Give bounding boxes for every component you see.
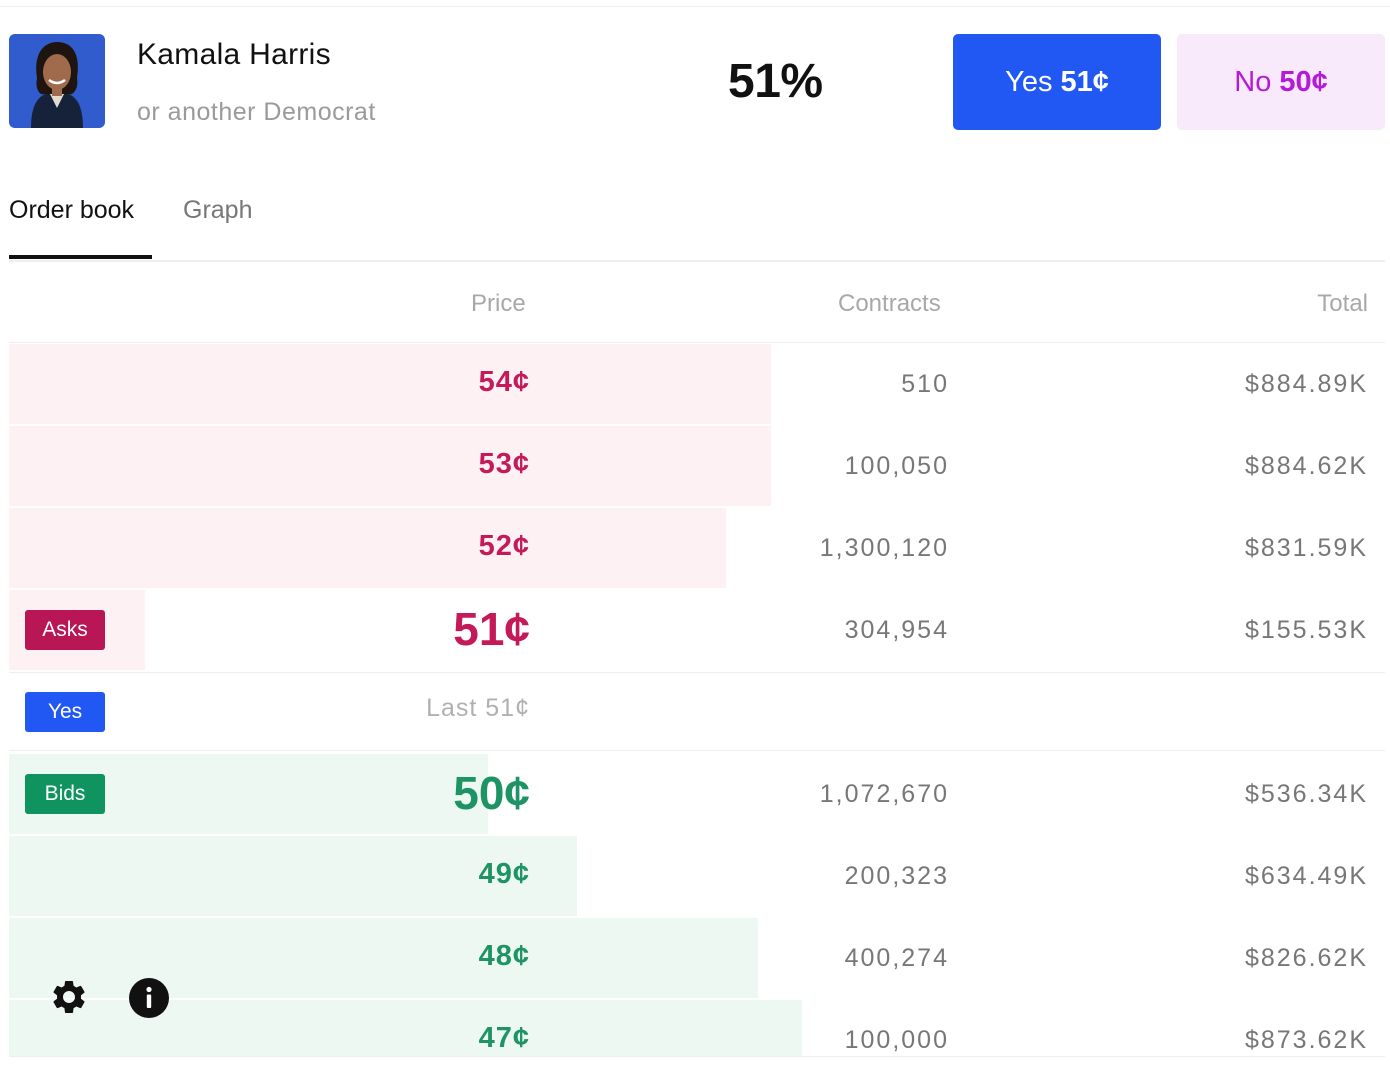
- bid-row[interactable]: 48¢ 400,274 $826.62K: [9, 918, 1385, 998]
- bid-price: 48¢: [478, 940, 530, 972]
- tab-order-book[interactable]: Order book: [9, 196, 135, 224]
- info-icon[interactable]: [129, 978, 169, 1018]
- bid-contracts: 1,072,670: [819, 780, 949, 808]
- tabs-divider: [9, 260, 1385, 262]
- best-bid-price: 50¢: [453, 767, 530, 819]
- bid-total: $536.34K: [1244, 780, 1368, 808]
- yes-button-price: 51¢: [1060, 65, 1109, 98]
- bid-price: 49¢: [478, 858, 530, 890]
- ask-row[interactable]: 53¢ 100,050 $884.62K: [9, 426, 1385, 506]
- ask-depth-bar: [9, 508, 726, 588]
- ask-depth-bar: [9, 344, 771, 424]
- no-button-label: No: [1234, 65, 1272, 98]
- last-trade-row: Yes Last 51¢: [9, 672, 1385, 752]
- asks-badge: Asks: [25, 610, 105, 650]
- buy-yes-button[interactable]: Yes 51¢: [953, 34, 1161, 130]
- bid-price: 47¢: [478, 1022, 530, 1054]
- yes-side-badge[interactable]: Yes: [25, 692, 105, 732]
- ask-depth-bar: [9, 426, 771, 506]
- best-ask-row[interactable]: Asks 51¢ 304,954 $155.53K: [9, 590, 1385, 670]
- last-trade-price: Last 51¢: [426, 694, 530, 722]
- top-divider: [0, 6, 1390, 7]
- ask-total: $155.53K: [1244, 616, 1368, 644]
- column-header-total: Total: [1317, 290, 1368, 317]
- bid-depth-bar: [9, 1000, 802, 1056]
- settings-gear-icon[interactable]: [49, 977, 89, 1017]
- bottom-divider: [9, 1056, 1385, 1057]
- ask-contracts: 304,954: [844, 616, 949, 644]
- buy-no-button[interactable]: No 50¢: [1177, 34, 1385, 130]
- ask-total: $884.89K: [1244, 370, 1368, 398]
- bid-row[interactable]: 47¢ 100,000 $873.62K: [9, 1000, 1385, 1056]
- market-header: Kamala Harris or another Democrat 51% Ye…: [0, 0, 1390, 160]
- bid-row[interactable]: 49¢ 200,323 $634.49K: [9, 836, 1385, 916]
- ask-price: 53¢: [478, 448, 530, 480]
- spread-divider-bottom: [9, 750, 1385, 751]
- bid-depth-bar: [9, 918, 758, 998]
- ask-row[interactable]: 52¢ 1,300,120 $831.59K: [9, 508, 1385, 588]
- spread-divider-top: [9, 672, 1385, 673]
- chance-percentage: 51%: [728, 55, 823, 108]
- view-tabs: Order book Graph: [9, 180, 1385, 262]
- bid-total: $826.62K: [1244, 944, 1368, 972]
- bid-depth-bar: [9, 836, 577, 916]
- bid-contracts: 100,000: [844, 1026, 949, 1054]
- column-header-price: Price: [471, 290, 526, 317]
- ask-total: $831.59K: [1244, 534, 1368, 562]
- header-divider: [9, 342, 1385, 343]
- tab-graph[interactable]: Graph: [183, 196, 253, 224]
- bids-badge: Bids: [25, 774, 105, 814]
- candidate-avatar: [9, 34, 105, 128]
- market-subtitle: or another Democrat: [137, 98, 376, 126]
- market-title: Kamala Harris: [137, 38, 331, 71]
- ask-price: 54¢: [478, 366, 530, 398]
- ask-contracts: 100,050: [844, 452, 949, 480]
- column-header-contracts: Contracts: [838, 290, 941, 317]
- no-button-price: 50¢: [1279, 65, 1328, 98]
- bid-total: $634.49K: [1244, 862, 1368, 890]
- ask-contracts: 510: [901, 370, 949, 398]
- bid-total: $873.62K: [1244, 1026, 1368, 1054]
- ask-total: $884.62K: [1244, 452, 1368, 480]
- ask-row[interactable]: 54¢ 510 $884.89K: [9, 344, 1385, 424]
- active-tab-indicator: [9, 255, 152, 259]
- yes-button-label: Yes: [1005, 65, 1053, 98]
- best-bid-row[interactable]: Bids 50¢ 1,072,670 $536.34K: [9, 754, 1385, 834]
- ask-price: 52¢: [478, 530, 530, 562]
- ask-contracts: 1,300,120: [819, 534, 949, 562]
- bid-contracts: 200,323: [844, 862, 949, 890]
- bid-contracts: 400,274: [844, 944, 949, 972]
- best-ask-price: 51¢: [453, 603, 530, 655]
